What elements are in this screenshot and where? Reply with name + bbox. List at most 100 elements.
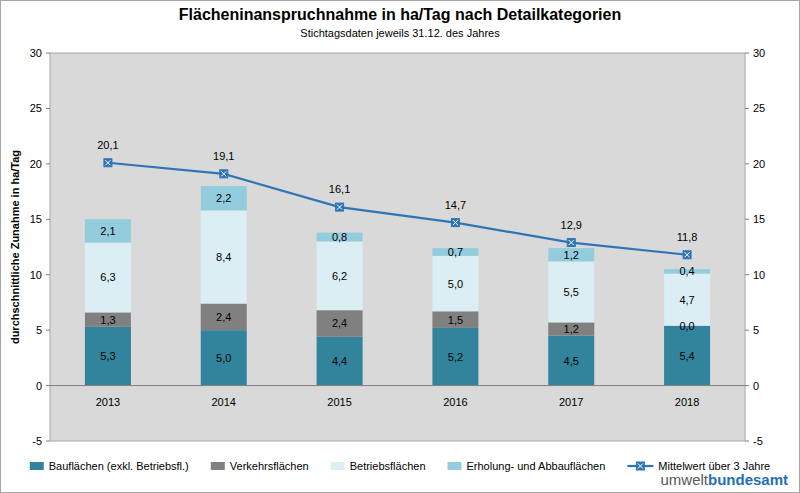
- data-label: 0,0: [679, 320, 694, 332]
- y-tick: [46, 163, 50, 164]
- y2-tick: [745, 53, 749, 54]
- zero-line: [50, 385, 745, 386]
- data-label: 8,4: [216, 251, 231, 263]
- marker-cross: [569, 240, 574, 245]
- data-label: 5,2: [448, 351, 463, 363]
- x-tick-label: 2016: [443, 396, 467, 408]
- y-tick: [46, 274, 50, 275]
- y-tick-label: 10: [30, 269, 42, 281]
- y-tick: [46, 219, 50, 220]
- data-label: 5,5: [564, 286, 579, 298]
- bar-segment: [548, 336, 594, 386]
- data-label: 6,2: [332, 270, 347, 282]
- data-label: 4,5: [564, 355, 579, 367]
- logo: umweltbundesamt: [660, 471, 788, 488]
- data-label: 2,4: [216, 311, 231, 323]
- marker: [451, 219, 459, 227]
- legend-label: Bauflächen (exkl. Betriebsfl.): [49, 460, 189, 472]
- data-label: 1,5: [448, 314, 463, 326]
- data-label: 4,4: [332, 355, 347, 367]
- marker-cross: [453, 220, 458, 225]
- data-label: 11,8: [677, 231, 698, 243]
- y-axis-label: durchschnittliche Zunahme in ha/Tag: [9, 150, 21, 344]
- bar-segment: [201, 304, 247, 331]
- y-tick-label: 25: [30, 102, 42, 114]
- marker-cross: [221, 171, 226, 176]
- marker-square: [336, 203, 344, 211]
- y-tick: [46, 108, 50, 109]
- bar-segment: [85, 312, 131, 326]
- y2-tick-label: 5: [753, 324, 759, 336]
- x-tick-label: 2015: [327, 396, 351, 408]
- data-labels: 5,3 5,0 4,4 5,2 4,5 5,4 1,3 2,4 2,4 1,5 1,2 0,0 6,3 8…: [97, 139, 697, 367]
- bar-segment: [432, 311, 478, 328]
- y2-tick: [745, 330, 749, 331]
- x-tick-label: 2013: [96, 396, 120, 408]
- data-label: 1,3: [100, 314, 115, 326]
- y2-tick-label: 30: [753, 47, 765, 59]
- bar-segment: [201, 186, 247, 210]
- marker-square: [567, 239, 575, 247]
- legend-item: Verkehrsflächen: [211, 460, 309, 472]
- marker-square: [683, 251, 691, 259]
- bar-segment: [664, 274, 710, 326]
- marker-square: [104, 159, 112, 167]
- x-tick-label: 2014: [212, 396, 236, 408]
- legend-item: Betriebsflächen: [331, 460, 426, 472]
- y-tick: [46, 385, 50, 386]
- legend-label: Betriebsflächen: [350, 460, 426, 472]
- legend-marker: [636, 462, 644, 470]
- data-label: 19,1: [213, 150, 234, 162]
- data-label: 1,2: [564, 249, 579, 261]
- y2-tick: [745, 441, 749, 442]
- legend-swatch: [331, 462, 345, 470]
- marker: [683, 251, 691, 259]
- legend-item: Bauflächen (exkl. Betriebsfl.): [30, 460, 189, 472]
- data-label: 2,4: [332, 317, 347, 329]
- logo-part: bundesamt: [708, 471, 788, 488]
- data-label: 2,2: [216, 192, 231, 204]
- outer-frame: [1, 1, 800, 493]
- bar-segment: [548, 248, 594, 261]
- bar-segment: [317, 337, 363, 386]
- line: [108, 163, 687, 255]
- legend-label: Erholung- und Abbauflächen: [467, 460, 606, 472]
- data-label: 16,1: [329, 183, 350, 195]
- y2-tick-label: 0: [753, 380, 759, 392]
- y2-tick: [745, 274, 749, 275]
- y-tick-label: -5: [32, 435, 42, 447]
- marker-square: [451, 219, 459, 227]
- bar-segment: [432, 328, 478, 386]
- bar-segment: [548, 322, 594, 335]
- data-label: 0,4: [679, 265, 694, 277]
- legend-item: Erholung- und Abbauflächen: [448, 460, 606, 472]
- bar-segment: [201, 330, 247, 385]
- marker: [104, 159, 112, 167]
- data-label: 5,3: [100, 350, 115, 362]
- y2-tick-label: 25: [753, 102, 765, 114]
- y-tick-label: 15: [30, 213, 42, 225]
- legend-swatch: [448, 462, 462, 470]
- legend: Bauflächen (exkl. Betriebsfl.) Verkehrsfl…: [30, 460, 770, 472]
- plot-area: [50, 53, 745, 441]
- data-label: 14,7: [445, 199, 466, 211]
- y-tick-label: 5: [36, 324, 42, 336]
- bar-segment: [85, 243, 131, 313]
- y-tick-label: 30: [30, 47, 42, 59]
- x-tick-label: 2017: [559, 396, 583, 408]
- marker: [336, 203, 344, 211]
- data-label: 4,7: [679, 294, 694, 306]
- data-label: 12,9: [561, 219, 582, 231]
- y-tick: [46, 53, 50, 54]
- y2-tick: [745, 219, 749, 220]
- marker-square: [636, 462, 644, 470]
- marks: [85, 159, 710, 386]
- y-tick: [46, 330, 50, 331]
- data-label: 5,0: [448, 278, 463, 290]
- data-label: 6,3: [100, 271, 115, 283]
- bar-segment: [85, 219, 131, 242]
- data-label: 5,4: [679, 350, 694, 362]
- marker: [220, 170, 228, 178]
- bar-segment: [432, 256, 478, 311]
- marker-cross: [685, 252, 690, 257]
